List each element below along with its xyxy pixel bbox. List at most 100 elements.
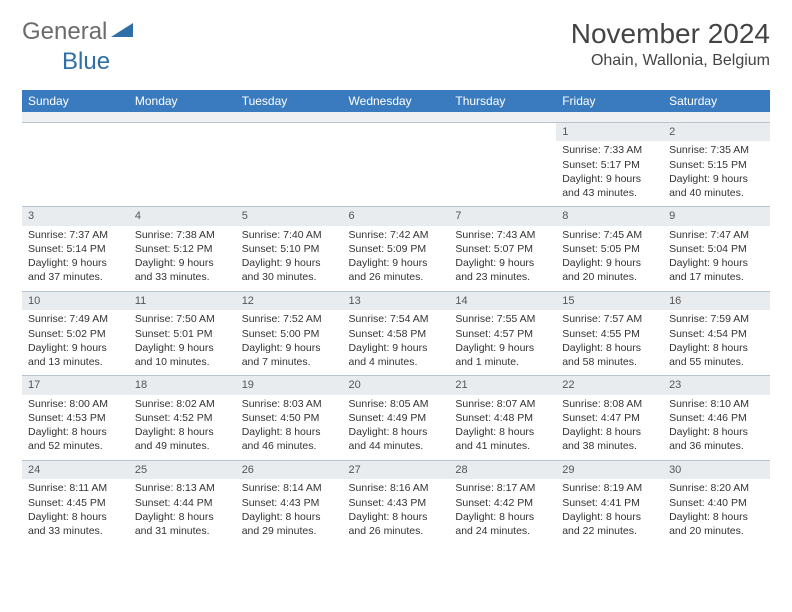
day-number: 29 [556, 461, 663, 480]
day-number: 24 [22, 461, 129, 480]
day-body: Sunrise: 7:43 AMSunset: 5:07 PMDaylight:… [449, 226, 556, 291]
calendar-day: 9Sunrise: 7:47 AMSunset: 5:04 PMDaylight… [663, 207, 770, 292]
day-number: 28 [449, 461, 556, 480]
calendar-day [22, 122, 129, 207]
calendar-week: 17Sunrise: 8:00 AMSunset: 4:53 PMDayligh… [22, 376, 770, 461]
day-number: 6 [343, 207, 450, 226]
day-body: Sunrise: 7:49 AMSunset: 5:02 PMDaylight:… [22, 310, 129, 375]
calendar-body: 1Sunrise: 7:33 AMSunset: 5:17 PMDaylight… [22, 112, 770, 544]
day-body: Sunrise: 8:03 AMSunset: 4:50 PMDaylight:… [236, 395, 343, 460]
calendar-day: 14Sunrise: 7:55 AMSunset: 4:57 PMDayligh… [449, 291, 556, 376]
day-body: Sunrise: 8:07 AMSunset: 4:48 PMDaylight:… [449, 395, 556, 460]
calendar-day: 10Sunrise: 7:49 AMSunset: 5:02 PMDayligh… [22, 291, 129, 376]
calendar-day: 24Sunrise: 8:11 AMSunset: 4:45 PMDayligh… [22, 460, 129, 544]
day-body: Sunrise: 8:20 AMSunset: 4:40 PMDaylight:… [663, 479, 770, 544]
day-body: Sunrise: 7:52 AMSunset: 5:00 PMDaylight:… [236, 310, 343, 375]
day-number: 14 [449, 292, 556, 311]
brand-part2: Blue [62, 48, 110, 75]
day-body: Sunrise: 7:54 AMSunset: 4:58 PMDaylight:… [343, 310, 450, 375]
weekday-header: Wednesday [343, 90, 450, 112]
calendar-day: 3Sunrise: 7:37 AMSunset: 5:14 PMDaylight… [22, 207, 129, 292]
calendar-day: 5Sunrise: 7:40 AMSunset: 5:10 PMDaylight… [236, 207, 343, 292]
day-number: 19 [236, 376, 343, 395]
day-body: Sunrise: 7:50 AMSunset: 5:01 PMDaylight:… [129, 310, 236, 375]
day-number: 4 [129, 207, 236, 226]
day-body: Sunrise: 7:40 AMSunset: 5:10 PMDaylight:… [236, 226, 343, 291]
day-number: 5 [236, 207, 343, 226]
day-body: Sunrise: 7:45 AMSunset: 5:05 PMDaylight:… [556, 226, 663, 291]
day-body: Sunrise: 7:37 AMSunset: 5:14 PMDaylight:… [22, 226, 129, 291]
day-body: Sunrise: 7:33 AMSunset: 5:17 PMDaylight:… [556, 141, 663, 206]
brand-part1: General [22, 18, 107, 46]
weekday-header: Sunday [22, 90, 129, 112]
day-body: Sunrise: 7:59 AMSunset: 4:54 PMDaylight:… [663, 310, 770, 375]
calendar-day: 2Sunrise: 7:35 AMSunset: 5:15 PMDaylight… [663, 122, 770, 207]
calendar-day: 13Sunrise: 7:54 AMSunset: 4:58 PMDayligh… [343, 291, 450, 376]
calendar-day: 15Sunrise: 7:57 AMSunset: 4:55 PMDayligh… [556, 291, 663, 376]
calendar-day: 16Sunrise: 7:59 AMSunset: 4:54 PMDayligh… [663, 291, 770, 376]
day-body: Sunrise: 8:00 AMSunset: 4:53 PMDaylight:… [22, 395, 129, 460]
calendar-day: 17Sunrise: 8:00 AMSunset: 4:53 PMDayligh… [22, 376, 129, 461]
day-number: 8 [556, 207, 663, 226]
calendar-day: 11Sunrise: 7:50 AMSunset: 5:01 PMDayligh… [129, 291, 236, 376]
calendar-day: 1Sunrise: 7:33 AMSunset: 5:17 PMDaylight… [556, 122, 663, 207]
day-number: 10 [22, 292, 129, 311]
calendar-day: 26Sunrise: 8:14 AMSunset: 4:43 PMDayligh… [236, 460, 343, 544]
calendar-day: 23Sunrise: 8:10 AMSunset: 4:46 PMDayligh… [663, 376, 770, 461]
calendar-day: 6Sunrise: 7:42 AMSunset: 5:09 PMDaylight… [343, 207, 450, 292]
day-number: 26 [236, 461, 343, 480]
day-number: 22 [556, 376, 663, 395]
day-number: 25 [129, 461, 236, 480]
day-body: Sunrise: 8:11 AMSunset: 4:45 PMDaylight:… [22, 479, 129, 544]
day-number: 2 [663, 123, 770, 142]
day-number: 7 [449, 207, 556, 226]
day-number: 21 [449, 376, 556, 395]
day-body: Sunrise: 8:13 AMSunset: 4:44 PMDaylight:… [129, 479, 236, 544]
day-body: Sunrise: 7:57 AMSunset: 4:55 PMDaylight:… [556, 310, 663, 375]
brand-logo: General [22, 18, 135, 46]
day-body: Sunrise: 7:47 AMSunset: 5:04 PMDaylight:… [663, 226, 770, 291]
day-number: 1 [556, 123, 663, 142]
day-number: 3 [22, 207, 129, 226]
weekday-header: Saturday [663, 90, 770, 112]
day-number: 9 [663, 207, 770, 226]
calendar-day: 8Sunrise: 7:45 AMSunset: 5:05 PMDaylight… [556, 207, 663, 292]
calendar-day: 28Sunrise: 8:17 AMSunset: 4:42 PMDayligh… [449, 460, 556, 544]
calendar-day: 18Sunrise: 8:02 AMSunset: 4:52 PMDayligh… [129, 376, 236, 461]
weekday-header: Monday [129, 90, 236, 112]
day-number: 11 [129, 292, 236, 311]
day-number: 23 [663, 376, 770, 395]
calendar-day [343, 122, 450, 207]
weekday-header: Tuesday [236, 90, 343, 112]
day-body: Sunrise: 8:10 AMSunset: 4:46 PMDaylight:… [663, 395, 770, 460]
day-body: Sunrise: 7:35 AMSunset: 5:15 PMDaylight:… [663, 141, 770, 206]
calendar-day: 30Sunrise: 8:20 AMSunset: 4:40 PMDayligh… [663, 460, 770, 544]
month-title: November 2024 [571, 18, 770, 50]
calendar-head: SundayMondayTuesdayWednesdayThursdayFrid… [22, 90, 770, 112]
calendar-day: 19Sunrise: 8:03 AMSunset: 4:50 PMDayligh… [236, 376, 343, 461]
day-number: 30 [663, 461, 770, 480]
calendar-week: 24Sunrise: 8:11 AMSunset: 4:45 PMDayligh… [22, 460, 770, 544]
calendar-table: SundayMondayTuesdayWednesdayThursdayFrid… [22, 90, 770, 544]
day-number: 27 [343, 461, 450, 480]
calendar-day: 20Sunrise: 8:05 AMSunset: 4:49 PMDayligh… [343, 376, 450, 461]
day-body: Sunrise: 8:17 AMSunset: 4:42 PMDaylight:… [449, 479, 556, 544]
calendar-day: 22Sunrise: 8:08 AMSunset: 4:47 PMDayligh… [556, 376, 663, 461]
day-number: 12 [236, 292, 343, 311]
calendar-day: 29Sunrise: 8:19 AMSunset: 4:41 PMDayligh… [556, 460, 663, 544]
day-body: Sunrise: 7:55 AMSunset: 4:57 PMDaylight:… [449, 310, 556, 375]
day-number: 13 [343, 292, 450, 311]
calendar-week: 3Sunrise: 7:37 AMSunset: 5:14 PMDaylight… [22, 207, 770, 292]
day-body: Sunrise: 8:08 AMSunset: 4:47 PMDaylight:… [556, 395, 663, 460]
calendar-day: 21Sunrise: 8:07 AMSunset: 4:48 PMDayligh… [449, 376, 556, 461]
day-number: 15 [556, 292, 663, 311]
day-number: 16 [663, 292, 770, 311]
calendar-week: 10Sunrise: 7:49 AMSunset: 5:02 PMDayligh… [22, 291, 770, 376]
calendar-day [236, 122, 343, 207]
day-body: Sunrise: 7:38 AMSunset: 5:12 PMDaylight:… [129, 226, 236, 291]
day-number: 20 [343, 376, 450, 395]
calendar-day: 7Sunrise: 7:43 AMSunset: 5:07 PMDaylight… [449, 207, 556, 292]
calendar-day [449, 122, 556, 207]
triangle-icon [111, 21, 133, 44]
calendar-day: 25Sunrise: 8:13 AMSunset: 4:44 PMDayligh… [129, 460, 236, 544]
